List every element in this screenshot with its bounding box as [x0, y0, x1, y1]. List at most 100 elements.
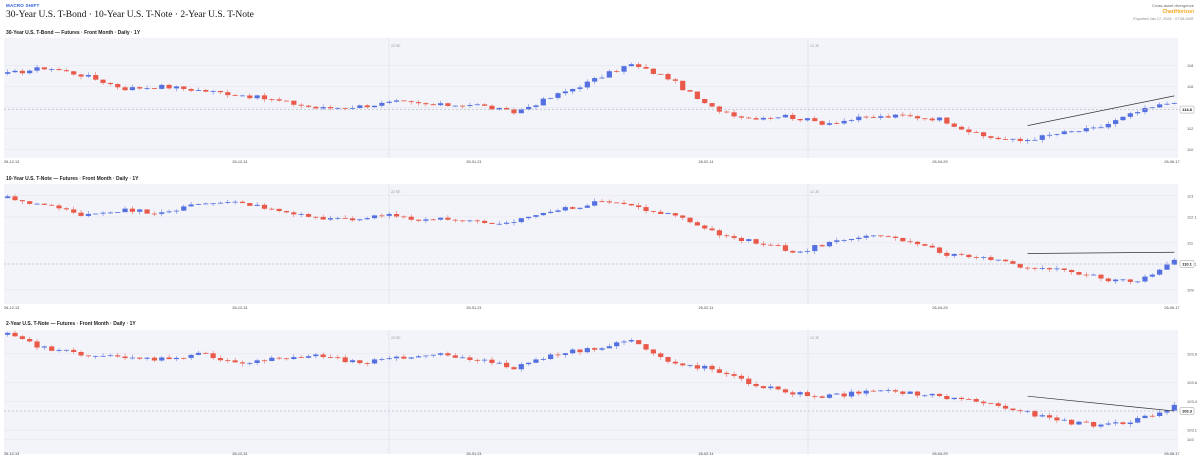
- candle-body: [988, 257, 994, 260]
- candle-body: [423, 355, 429, 357]
- candle-body: [496, 362, 502, 364]
- candle-body: [1091, 422, 1097, 427]
- plot-area: [4, 38, 1178, 158]
- candle-body: [614, 342, 620, 347]
- candle-body: [900, 237, 906, 242]
- candle-body: [247, 95, 253, 99]
- candle-body: [1061, 131, 1067, 135]
- candle-body: [848, 391, 855, 397]
- candle-body: [826, 394, 833, 398]
- candle-body: [768, 244, 774, 246]
- candle-body: [27, 201, 33, 204]
- candle-body: [100, 355, 106, 357]
- candle-body: [922, 244, 928, 246]
- candle-body: [12, 70, 18, 73]
- candle-body: [834, 123, 840, 124]
- candle-body: [694, 365, 700, 369]
- candle-body: [584, 81, 590, 88]
- candle-body: [159, 357, 165, 361]
- candle-body: [1120, 422, 1126, 425]
- candle-body: [56, 349, 62, 351]
- candle-body: [100, 212, 106, 214]
- candle-body: [34, 67, 40, 71]
- candle-body: [129, 357, 136, 359]
- candle-body: [415, 219, 422, 221]
- candle-body: [283, 358, 290, 360]
- candle-body: [445, 217, 451, 220]
- candle-body: [988, 136, 994, 138]
- candle-body: [496, 223, 502, 225]
- candle-body: [261, 204, 268, 209]
- x-tick-label: 26-12-13: [4, 306, 19, 310]
- candle-body: [724, 372, 730, 375]
- candle-body: [1135, 281, 1141, 283]
- candle-body: [819, 245, 825, 247]
- y-tick-label: 103.9: [1187, 351, 1198, 356]
- plot-area: [4, 330, 1178, 454]
- candle-body: [371, 359, 378, 364]
- candle-body: [430, 104, 436, 106]
- candle-body: [1046, 415, 1053, 418]
- candle-body: [437, 217, 444, 220]
- candle-body: [408, 357, 414, 359]
- candle-body: [848, 239, 855, 241]
- candle-body: [5, 72, 11, 74]
- candle-body: [592, 201, 598, 206]
- candle-body: [878, 235, 884, 237]
- candle-body: [577, 87, 583, 89]
- candle-body: [1149, 107, 1155, 109]
- x-tick-label: 26-04-29: [932, 160, 947, 164]
- candle-body: [1105, 123, 1111, 128]
- candle-body: [716, 369, 723, 373]
- candle-body: [570, 207, 576, 209]
- candle-body: [122, 208, 128, 213]
- candle-body: [958, 397, 965, 400]
- candle-body: [1120, 279, 1126, 281]
- candle-body: [760, 243, 767, 245]
- candle-body: [27, 339, 33, 342]
- candle-body: [944, 117, 950, 124]
- candle-body: [489, 222, 495, 224]
- candle-body: [738, 116, 745, 118]
- candle-body: [687, 365, 693, 367]
- candle-body: [716, 106, 723, 112]
- candle-body: [665, 357, 671, 362]
- candle-body: [298, 214, 304, 215]
- candle-body: [584, 348, 590, 353]
- y-tick-label: 113: [1187, 193, 1194, 198]
- candle-body: [482, 220, 488, 223]
- candle-body: [914, 116, 921, 119]
- candle-body: [1098, 424, 1104, 427]
- candle-body: [349, 108, 356, 109]
- candle-body: [49, 346, 55, 351]
- x-tick-label: 26-06-17: [1164, 452, 1179, 456]
- candle-body: [1032, 411, 1038, 417]
- candle-body: [364, 105, 370, 108]
- candle-body: [804, 392, 811, 397]
- candle-body: [548, 211, 554, 213]
- candle-body: [1002, 139, 1009, 140]
- candle-body: [254, 204, 260, 206]
- plot-area: [4, 184, 1178, 304]
- y-tick-label: 109: [1187, 287, 1194, 292]
- candle-body: [49, 204, 55, 206]
- candle-body: [900, 391, 906, 394]
- candle-body: [1157, 269, 1163, 275]
- candle-body: [621, 341, 627, 343]
- candle-body: [650, 349, 656, 354]
- candle-body: [995, 259, 1001, 261]
- candle-body: [870, 116, 877, 118]
- candle-body: [225, 360, 231, 362]
- candle-body: [1076, 131, 1082, 133]
- candle-body: [107, 82, 113, 85]
- candle-body: [1017, 138, 1023, 141]
- candle-body: [1083, 128, 1089, 132]
- candle-body: [628, 340, 634, 342]
- candle-body: [71, 71, 77, 75]
- candle-body: [78, 212, 84, 216]
- candle-body: [313, 216, 319, 218]
- candle-body: [973, 257, 979, 258]
- candle-body: [973, 132, 979, 133]
- candle-body: [995, 403, 1001, 406]
- candle-body: [78, 351, 84, 356]
